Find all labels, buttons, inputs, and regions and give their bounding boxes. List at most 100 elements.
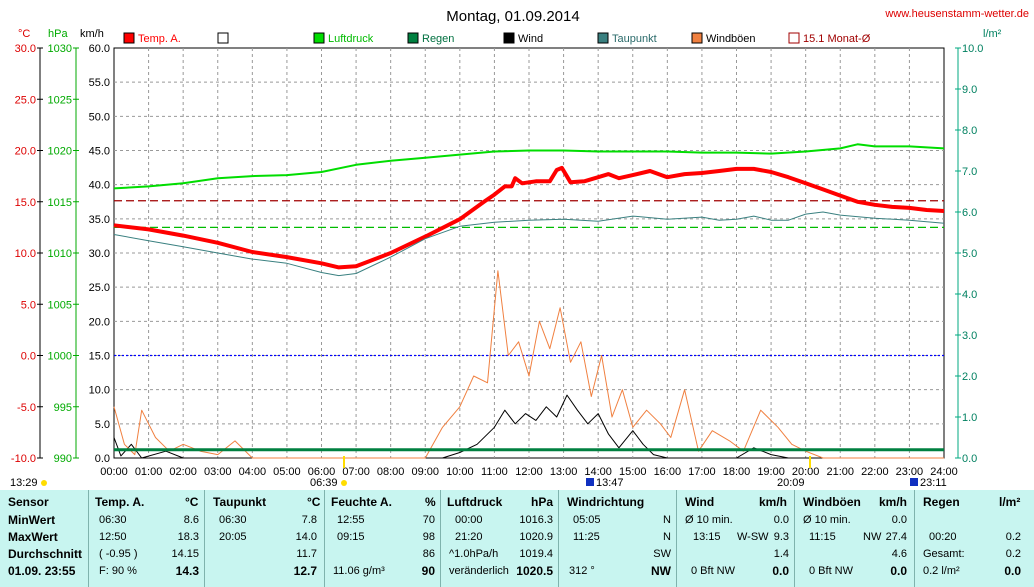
moon-marker [910, 478, 918, 486]
temp-current-value: 14.3 [175, 564, 199, 578]
wind-min-time: Ø 10 min. [685, 514, 733, 526]
winddir-min-value: N [663, 514, 671, 526]
temp-tick-label: 30.0 [15, 43, 36, 55]
legend-swatch [503, 32, 515, 44]
winddir-max-value: N [663, 531, 671, 543]
sunrise-marker [341, 480, 347, 486]
dewpoint-header: Taupunkt [213, 495, 267, 509]
wind-tick-label: 55.0 [89, 77, 110, 89]
rain-header: Regen [923, 495, 960, 509]
stats-col-wind: Wind km/h Ø 10 min. 0.0 13:15 W-SW 9.3 1… [676, 490, 795, 587]
dewpoint-min-time: 06:30 [219, 514, 247, 526]
temp-tick-label: -5.0 [17, 402, 36, 414]
pressure-tick-label: 1005 [48, 299, 72, 311]
gust-min-value: 0.0 [891, 514, 907, 526]
sunrise-marker [41, 480, 47, 486]
dewpoint-unit: °C [307, 495, 321, 509]
series-line [113, 270, 944, 459]
rain-tick-label: 2.0 [962, 371, 977, 383]
current-date: 01.09. 23:55 [8, 564, 76, 578]
site-url: www.heusenstamm-wetter.de [884, 8, 1029, 20]
legend-label: 15.1 Monat-Ø [803, 33, 871, 45]
wind-tick-label: 0.0 [95, 453, 110, 465]
row-label-min: MinWert [8, 513, 56, 527]
pressure-tick-label: 1025 [48, 94, 72, 106]
winddir-avg-value: SW [653, 548, 671, 560]
temp-max-time: 12:50 [99, 531, 127, 543]
row-label-avg: Durchschnitt [8, 547, 83, 561]
rain-max-time: 00:20 [929, 531, 957, 543]
gust-beaufort: 0 Bft NW [809, 565, 854, 577]
legend-label: Luftdruck [328, 33, 374, 45]
temp-tick-label: 5.0 [21, 299, 36, 311]
wind-tick-label: 35.0 [89, 214, 110, 226]
wind-unit-label: km/h [80, 28, 104, 40]
temp-tick-label: 0.0 [21, 351, 36, 363]
winddir-current-value: NW [651, 564, 671, 578]
x-tick-label: 08:00 [377, 466, 405, 478]
rain-unit-label: l/m² [983, 28, 1002, 40]
temp-tick-label: 10.0 [15, 248, 36, 260]
marker-label: 06:39 [310, 477, 338, 489]
gust-avg-value: 4.6 [891, 548, 907, 560]
x-tick-label: 24:00 [930, 466, 958, 478]
row-label-max: MaxWert [8, 530, 58, 544]
chart-title: Montag, 01.09.2014 [446, 8, 579, 25]
wind-tick-label: 15.0 [89, 351, 110, 363]
marker-label: 20:09 [777, 477, 805, 489]
pressure-avg-value: 1019.4 [519, 548, 553, 560]
wind-tick-label: 20.0 [89, 316, 110, 328]
series-line [113, 211, 945, 277]
gust-min-time: Ø 10 min. [803, 514, 851, 526]
temp-header: Temp. A. [95, 495, 145, 509]
temp-unit: °C [185, 495, 199, 509]
dewpoint-max-value: 14.0 [295, 531, 317, 543]
x-tick-label: 03:00 [204, 466, 232, 478]
temp-avg-note: ( -0.95 ) [99, 548, 138, 560]
humidity-unit: % [425, 495, 436, 509]
temp-tick-label: -10.0 [11, 453, 36, 465]
legend-label: Taupunkt [612, 33, 657, 45]
x-tick-label: 23:00 [896, 466, 924, 478]
wind-tick-label: 5.0 [95, 419, 110, 431]
rain-max-value: 0.2 [1005, 531, 1021, 543]
humidity-abs-note: 11.06 g/m³ [333, 565, 385, 577]
winddir-max-time: 11:25 [573, 531, 600, 543]
legend-swatch [788, 32, 800, 44]
sensor-header: Sensor [8, 495, 49, 509]
pressure-max-value: 1020.9 [519, 531, 553, 543]
temp-max-value: 18.3 [177, 531, 199, 543]
rain-tick-label: 7.0 [962, 166, 977, 178]
stats-col-rain: Regen l/m² 00:20 0.2 Gesamt: 0.2 0.2 l/m… [914, 490, 1025, 587]
dewpoint-avg-value: 11.7 [296, 548, 317, 560]
humidity-max-time: 09:15 [337, 531, 365, 543]
wind-header: Wind [685, 495, 715, 509]
x-tick-label: 06:00 [308, 466, 336, 478]
stats-col-dewpoint: Taupunkt °C 06:30 7.8 20:05 14.0 11.7 12… [204, 490, 325, 587]
legend-swatch [407, 32, 419, 44]
wind-max-time: 13:15 [693, 531, 721, 543]
gust-max-value: 27.4 [885, 531, 907, 543]
wind-tick-label: 25.0 [89, 282, 110, 294]
rain-unit: l/m² [999, 495, 1021, 509]
legend-swatch [217, 32, 229, 44]
stats-col-temp: Temp. A. °C 06:30 8.6 12:50 18.3 ( -0.95… [88, 490, 205, 587]
wind-max-value: 9.3 [773, 531, 789, 543]
gust-unit: km/h [879, 495, 908, 509]
x-tick-label: 21:00 [826, 466, 854, 478]
dewpoint-min-value: 7.8 [301, 514, 317, 526]
wind-tick-label: 45.0 [89, 146, 110, 158]
temp-min-time: 06:30 [99, 514, 127, 526]
pressure-max-time: 21:20 [455, 531, 483, 543]
legend-label: Regen [422, 33, 454, 45]
wind-beaufort: 0 Bft NW [691, 565, 736, 577]
stats-col-winddir: Windrichtung 05:05 N 11:25 N SW 312 ° NW [558, 490, 677, 587]
x-tick-label: 22:00 [861, 466, 889, 478]
x-tick-label: 04:00 [239, 466, 267, 478]
rain-current-value: 0.0 [1004, 564, 1021, 578]
gust-current-value: 0.0 [890, 564, 907, 578]
moon-marker [586, 478, 594, 486]
x-tick-label: 11:00 [481, 466, 508, 478]
x-tick-label: 02:00 [169, 466, 197, 478]
pressure-tick-label: 1000 [48, 351, 72, 363]
